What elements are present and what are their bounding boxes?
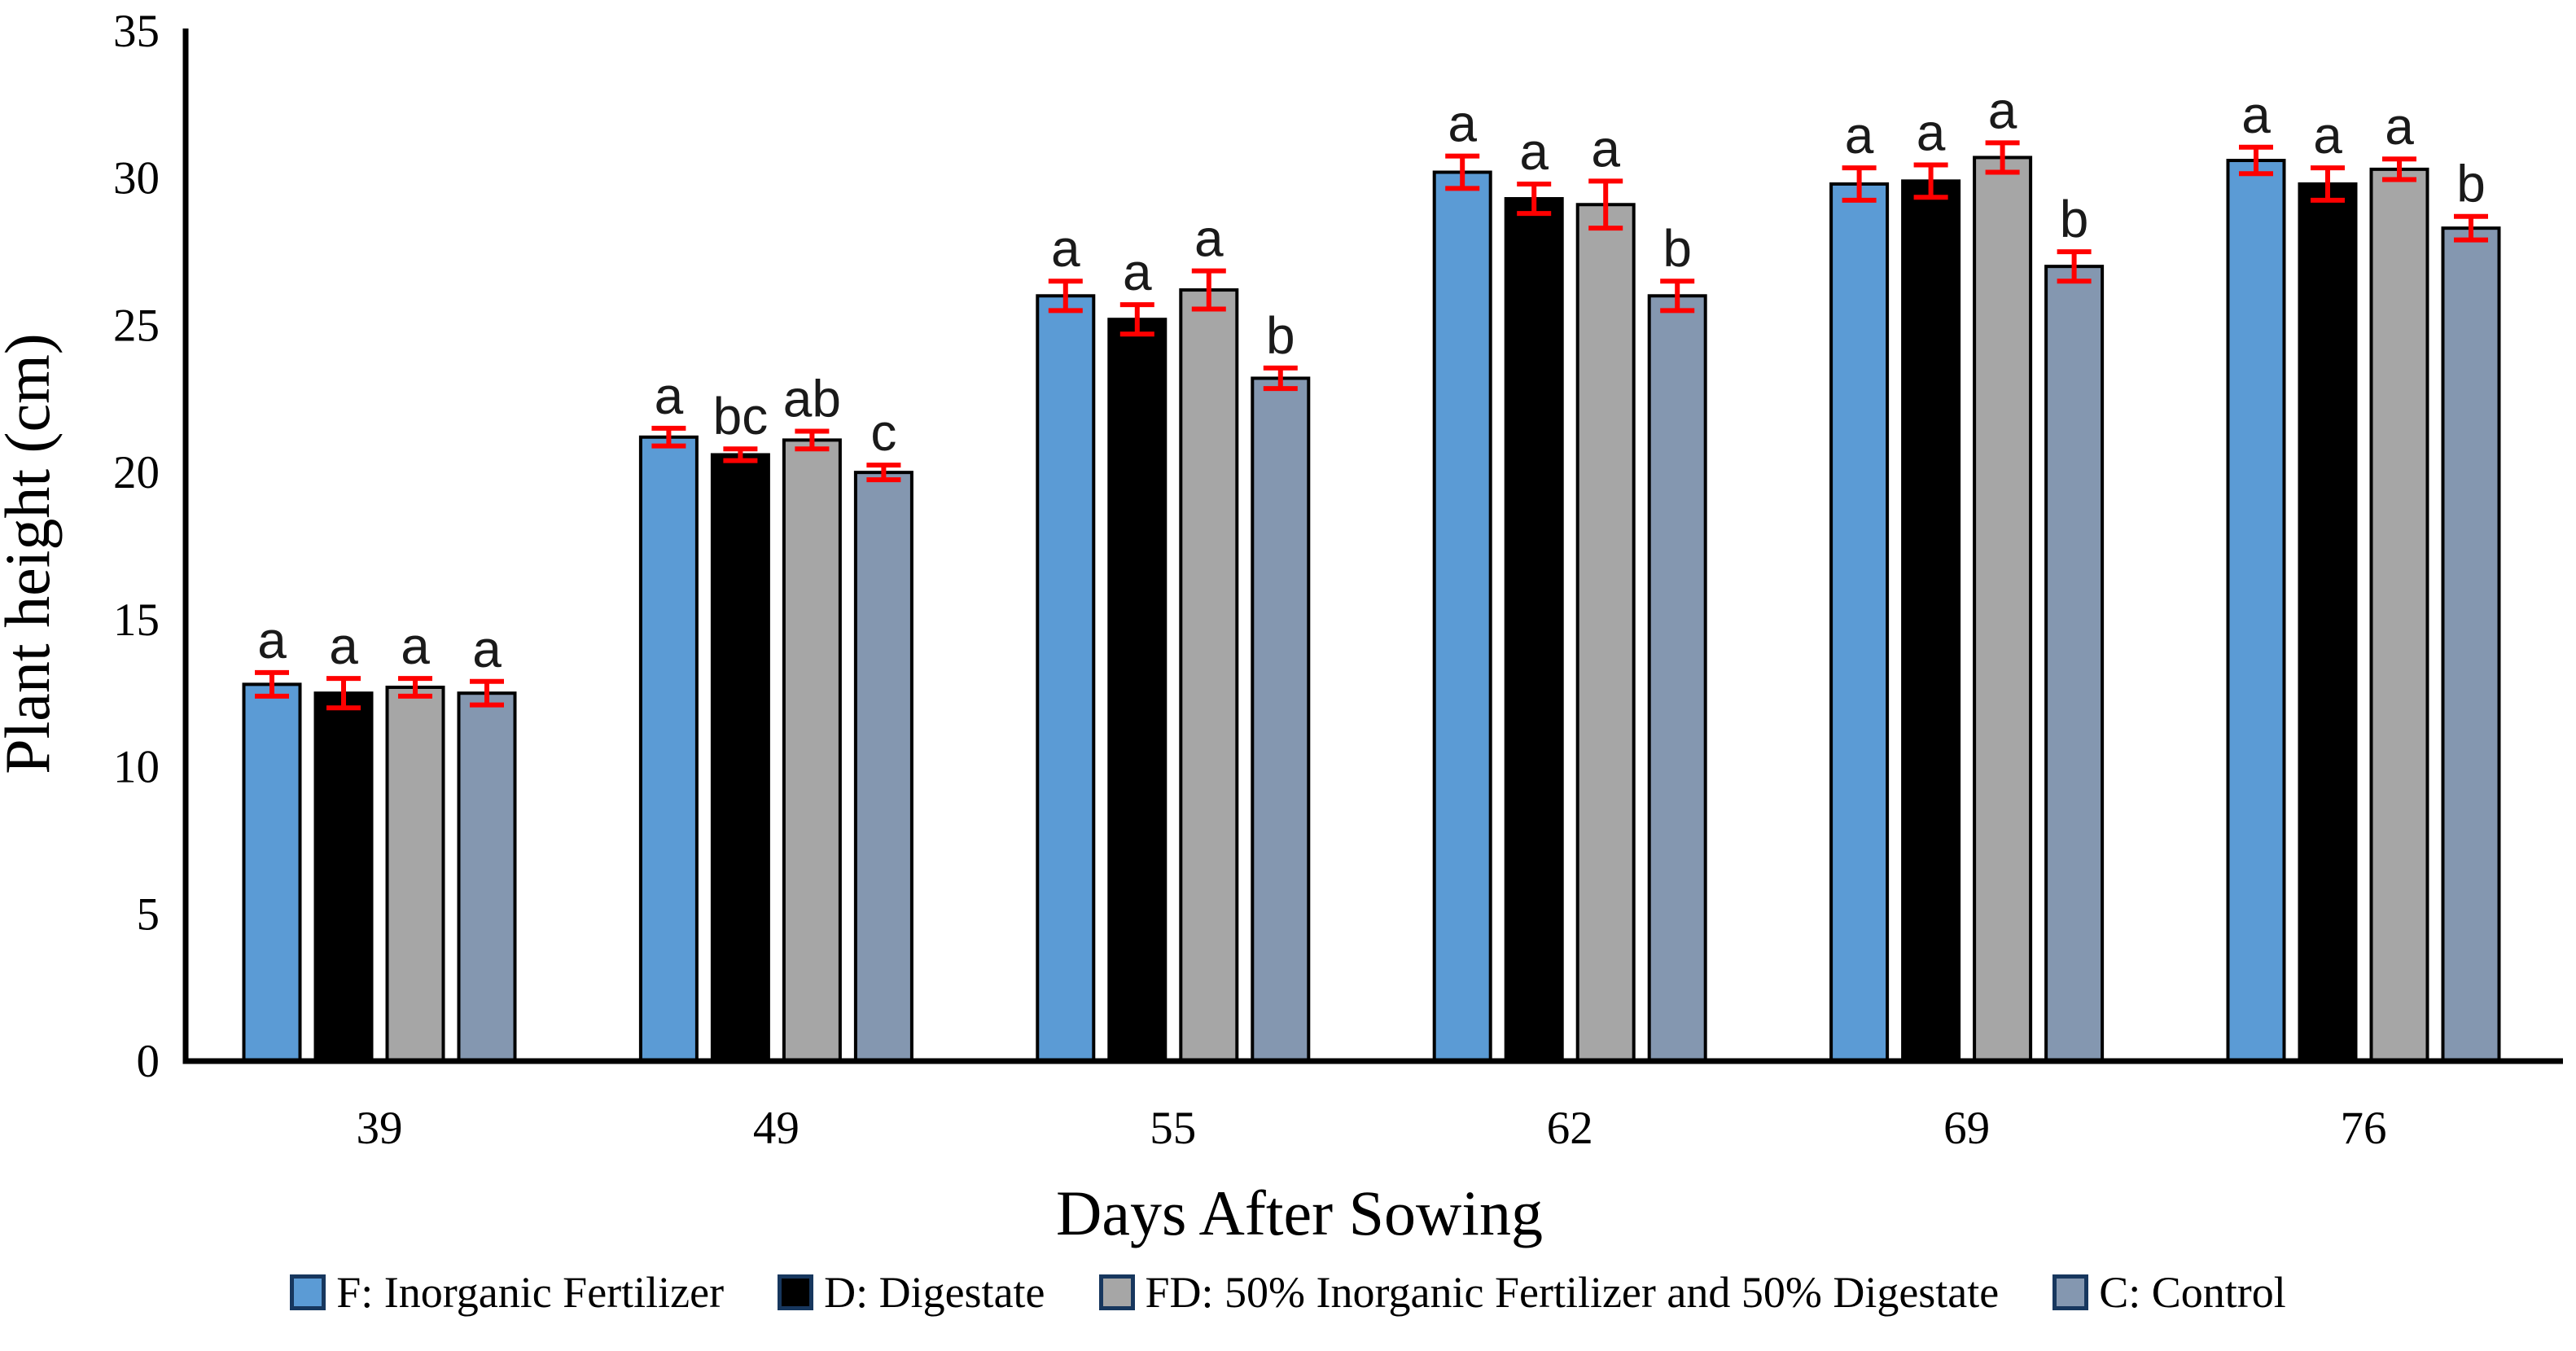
legend-swatch-icon [290, 1274, 326, 1310]
significance-letter: a [1448, 94, 1477, 153]
significance-letter: a [2385, 97, 2414, 156]
bar-49-series-2 [782, 438, 842, 1063]
x-tick-label-55: 55 [1150, 1103, 1196, 1154]
bar-76-series-3 [2441, 226, 2501, 1063]
legend-item-label: FD: 50% Inorganic Fertilizer and 50% Dig… [1145, 1268, 2000, 1317]
bar-62-series-0 [1432, 170, 1492, 1063]
bar-39-series-1 [313, 691, 374, 1063]
axes-layer [182, 29, 2563, 1064]
legend-item-1: D: Digestate [778, 1267, 1045, 1318]
bar-55-series-0 [1036, 294, 1096, 1063]
legend-item-label: F: Inorganic Fertilizer [336, 1268, 725, 1317]
y-tick-label-0: 0 [137, 1036, 160, 1087]
bar-76-series-0 [2226, 159, 2286, 1063]
significance-letter: a [472, 620, 502, 678]
bar-69-series-1 [1901, 179, 1961, 1063]
y-tick-label-35: 35 [113, 6, 160, 57]
bar-49-series-3 [853, 471, 913, 1063]
bar-55-series-3 [1251, 376, 1311, 1063]
bar-76-series-1 [2298, 182, 2358, 1063]
legend-swatch-icon [778, 1274, 814, 1310]
significance-letter: a [655, 366, 684, 425]
x-tick-label-39: 39 [357, 1103, 403, 1154]
y-tick-label-15: 15 [113, 594, 160, 646]
bar-39-series-0 [242, 682, 302, 1063]
significance-letter: a [1194, 209, 1224, 268]
x-tick-label-69: 69 [1943, 1103, 1990, 1154]
bar-62-series-2 [1575, 203, 1636, 1064]
bar-55-series-1 [1107, 318, 1168, 1063]
legend-item-0: F: Inorganic Fertilizer [290, 1267, 724, 1318]
significance-letter: b [2060, 190, 2089, 248]
significance-letter: a [329, 616, 358, 675]
significance-letter: ab [783, 370, 841, 428]
y-axis-title: Plant height (cm) [0, 333, 63, 774]
significance-letter: a [257, 611, 287, 669]
significance-letter: b [1266, 306, 1295, 365]
y-tick-label-5: 5 [137, 888, 160, 940]
legend-item-label: D: Digestate [824, 1268, 1045, 1317]
axis-labels-layer: 39 49 55 62 69 76 0 5 10 15 20 25 30 35 [113, 6, 2387, 1154]
x-axis-title: Days After Sowing [1056, 1178, 1543, 1248]
significance-letter: a [1123, 243, 1152, 301]
significance-letter: a [2313, 106, 2342, 164]
legend-item-label: C: Control [2099, 1268, 2286, 1317]
bar-69-series-3 [2044, 265, 2105, 1063]
bar-55-series-2 [1179, 288, 1239, 1063]
significance-letter: a [1519, 122, 1549, 181]
legend-item-3: C: Control [2052, 1267, 2286, 1318]
legend-item-2: FD: 50% Inorganic Fertilizer and 50% Dig… [1098, 1267, 2000, 1318]
legend: F: Inorganic Fertilizer D: Digestate FD: 5… [0, 1267, 2576, 1318]
legend-swatch-icon [1098, 1274, 1135, 1310]
significance-letter: a [2241, 86, 2271, 144]
bar-69-series-2 [1973, 156, 2033, 1063]
legend-swatch-icon [2052, 1274, 2089, 1310]
significance-letter: a [1988, 81, 2017, 139]
significance-letter: bc [713, 387, 769, 445]
significance-letter: c [870, 403, 896, 462]
significance-letter: b [1663, 219, 1692, 278]
significance-letter: a [1917, 103, 1946, 161]
bar-62-series-3 [1647, 294, 1707, 1063]
x-tick-label-49: 49 [753, 1103, 800, 1154]
significance-letter: a [1051, 219, 1080, 278]
y-tick-label-25: 25 [113, 300, 160, 351]
significance-letter: a [401, 616, 430, 675]
bar-76-series-2 [2369, 167, 2429, 1063]
y-tick-label-10: 10 [113, 742, 160, 793]
x-tick-label-62: 62 [1547, 1103, 1593, 1154]
y-tick-label-30: 30 [113, 153, 160, 204]
bar-39-series-3 [457, 691, 517, 1063]
x-tick-label-76: 76 [2341, 1103, 2387, 1154]
bar-39-series-2 [385, 685, 445, 1063]
bar-49-series-1 [710, 453, 770, 1063]
bar-69-series-0 [1829, 182, 1890, 1063]
y-tick-label-20: 20 [113, 447, 160, 498]
significance-letter: b [2456, 155, 2486, 213]
bar-49-series-0 [638, 435, 699, 1063]
significance-letter: a [1845, 106, 1874, 164]
bar-62-series-1 [1504, 197, 1564, 1063]
significance-letter: a [1591, 119, 1620, 178]
